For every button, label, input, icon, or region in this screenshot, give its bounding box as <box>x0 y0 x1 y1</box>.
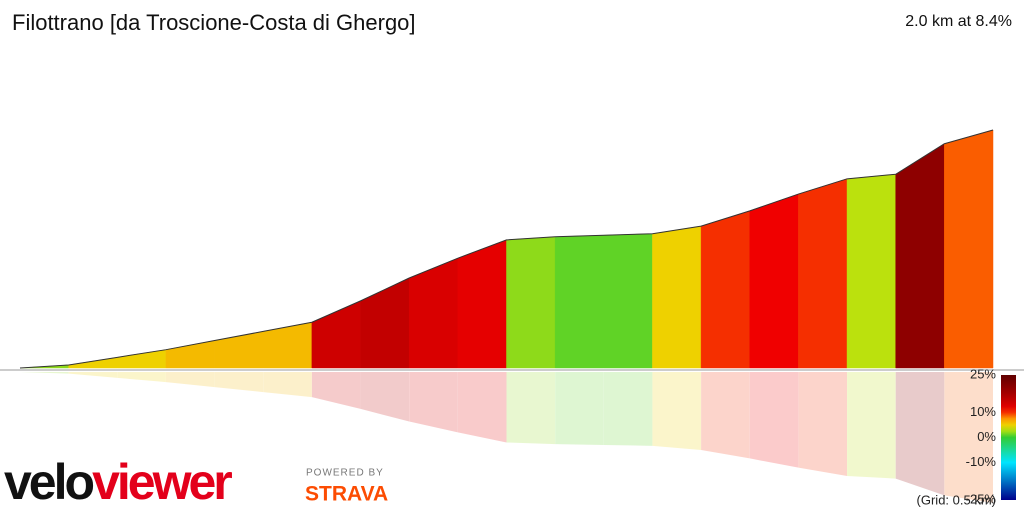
segment <box>506 236 556 369</box>
profile <box>19 129 994 369</box>
segment <box>944 129 994 369</box>
segment-reflection <box>895 372 945 496</box>
segment <box>846 173 896 369</box>
segment-reflection <box>409 372 458 433</box>
color-scale <box>1001 375 1016 500</box>
segment <box>749 193 799 369</box>
title: Filottrano [da Troscione-Costa di Ghergo… <box>12 10 416 35</box>
scale-label: 10% <box>970 404 996 419</box>
segment-reflection <box>506 372 556 445</box>
segment-reflection <box>749 372 799 468</box>
scale-label: -25% <box>966 491 997 506</box>
segment-reflection <box>263 372 312 398</box>
powered-by: POWERED BY <box>306 468 384 479</box>
segment <box>311 300 361 369</box>
reflection <box>20 372 993 503</box>
segment-reflection <box>652 372 702 451</box>
logo: veloviewer <box>4 454 232 510</box>
segment <box>360 277 410 369</box>
scale-label: -10% <box>966 454 997 469</box>
logo-viewer: viewer <box>92 454 232 510</box>
segment-reflection <box>603 372 653 446</box>
segment <box>214 331 264 369</box>
profile-outline <box>19 129 994 369</box>
segment <box>798 178 848 369</box>
scale-labels: 25% 10% 0% -10% -25% <box>966 366 997 506</box>
logo-velo: velo <box>4 454 94 510</box>
segment-reflection <box>165 372 215 388</box>
segment <box>554 235 605 369</box>
segment <box>457 239 507 369</box>
grid-label: (Grid: 0.5 km) <box>917 492 996 507</box>
segment <box>652 225 702 369</box>
summary: 2.0 km at 8.4% <box>905 13 1012 30</box>
segment <box>895 143 945 369</box>
segment-reflection <box>360 372 410 422</box>
segment-reflection <box>20 372 69 374</box>
segment-reflection <box>701 372 750 459</box>
scale-label: 0% <box>977 429 996 444</box>
segment-reflection <box>214 372 264 393</box>
segment <box>263 321 313 369</box>
strava: STRAVA <box>305 483 388 506</box>
segment <box>603 233 653 369</box>
segment <box>700 210 750 369</box>
scale-label: 25% <box>970 366 996 381</box>
segment <box>117 349 167 369</box>
segment-reflection <box>117 372 166 383</box>
segment-reflection <box>68 372 118 378</box>
segment-reflection <box>555 372 604 446</box>
segment-reflection <box>847 372 896 479</box>
segment-reflection <box>798 372 848 477</box>
segment-reflection <box>944 372 993 503</box>
segment-reflection <box>311 372 361 409</box>
segment-reflection <box>457 372 507 443</box>
